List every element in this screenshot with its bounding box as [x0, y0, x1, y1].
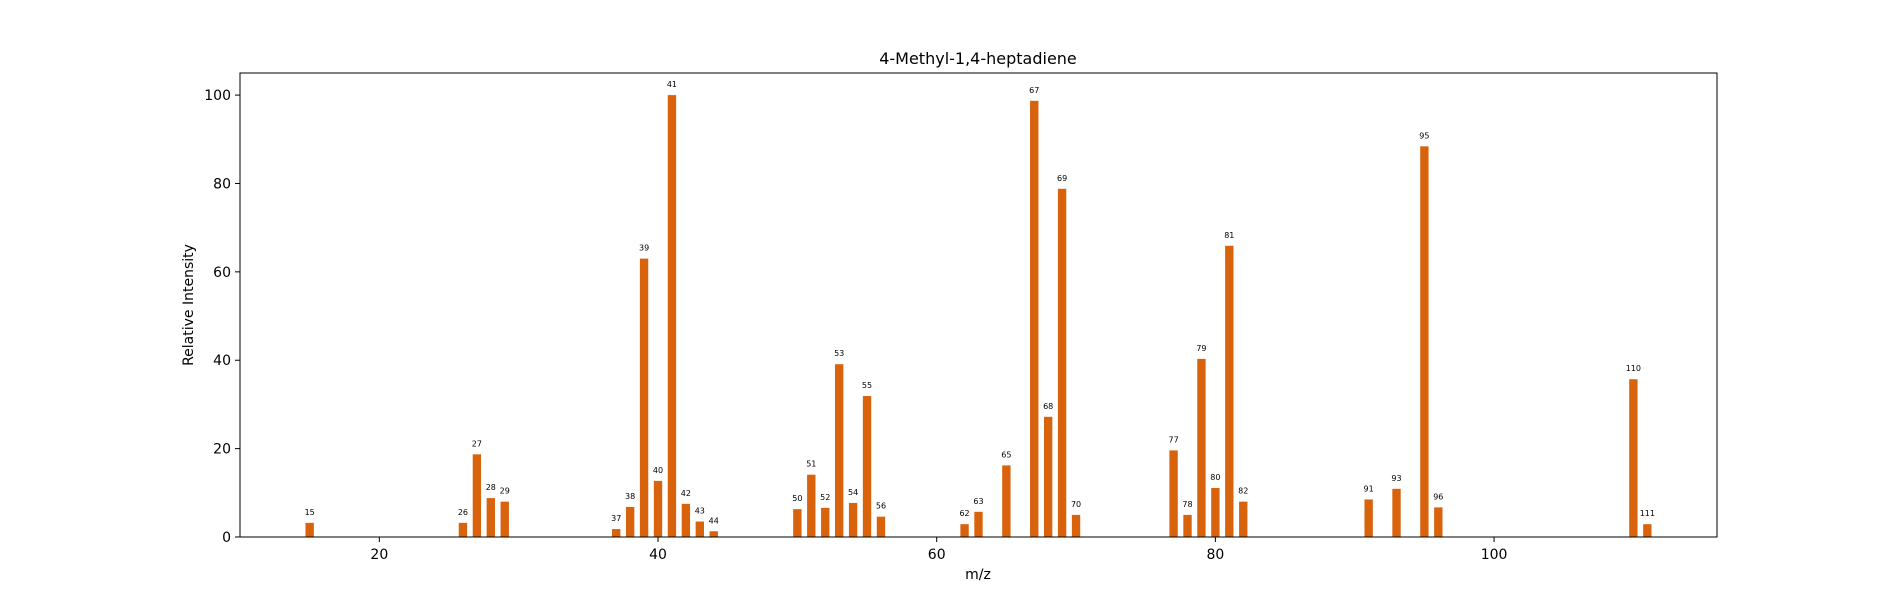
bar-mz-62	[960, 524, 969, 537]
y-tick-label: 0	[222, 530, 231, 546]
bar-mz-29	[500, 501, 509, 537]
chart-title: 4-Methyl-1,4-heptadiene	[879, 49, 1077, 68]
bar-mz-68	[1043, 416, 1053, 537]
peak-label-mz-37: 37	[611, 514, 621, 523]
bar-mz-55	[862, 396, 872, 537]
bar-mz-42	[681, 503, 691, 537]
bar-mz-65	[1002, 465, 1011, 537]
peak-label-mz-27: 27	[472, 439, 482, 448]
peak-label-mz-82: 82	[1238, 487, 1248, 496]
bar-mz-37	[612, 529, 621, 537]
peak-label-mz-69: 69	[1057, 174, 1067, 183]
bar-mz-38	[625, 506, 635, 537]
peak-label-mz-79: 79	[1196, 344, 1206, 353]
peak-label-mz-110: 110	[1626, 364, 1641, 373]
peak-label-mz-93: 93	[1391, 474, 1401, 483]
peak-label-mz-54: 54	[848, 488, 858, 497]
bar-mz-26	[458, 522, 468, 537]
bar-mz-111	[1643, 524, 1652, 537]
peak-label-mz-111: 111	[1640, 509, 1655, 518]
bar-mz-50	[793, 509, 802, 537]
bar-mz-91	[1364, 499, 1373, 537]
peak-label-mz-43: 43	[695, 507, 705, 516]
bar-mz-78	[1183, 514, 1192, 537]
plot-frame	[239, 72, 1718, 538]
bar-mz-93	[1392, 488, 1401, 537]
bar-mz-96	[1434, 507, 1443, 537]
y-axis-label: Relative Intensity	[181, 244, 197, 366]
x-axis-label: m/z	[965, 567, 991, 583]
peak-label-mz-68: 68	[1043, 402, 1053, 411]
peak-label-mz-38: 38	[625, 492, 635, 501]
bar-mz-95	[1420, 146, 1429, 538]
peak-label-mz-29: 29	[500, 487, 510, 496]
peak-label-mz-96: 96	[1433, 492, 1443, 501]
peak-label-mz-15: 15	[305, 508, 315, 517]
bar-mz-77	[1169, 450, 1178, 537]
peak-label-mz-50: 50	[792, 494, 802, 503]
bar-mz-80	[1211, 487, 1220, 537]
peak-label-mz-95: 95	[1419, 131, 1429, 140]
peak-label-mz-55: 55	[862, 381, 872, 390]
y-tick-label: 40	[213, 353, 231, 369]
peak-label-mz-80: 80	[1210, 473, 1220, 482]
bar-mz-79	[1197, 358, 1206, 537]
x-axis-ticks: 20 40 60 80 100	[370, 537, 1507, 563]
bar-mz-69	[1057, 188, 1067, 537]
peak-label-mz-44: 44	[709, 516, 719, 525]
x-tick-label: 80	[1206, 547, 1224, 563]
peak-label-mz-63: 63	[973, 497, 983, 506]
x-tick-label: 60	[928, 547, 946, 563]
y-tick-label: 20	[213, 442, 231, 458]
x-tick-label: 40	[649, 547, 667, 563]
bar-mz-39	[639, 258, 649, 537]
peak-label-mz-56: 56	[876, 502, 886, 511]
peak-label-mz-53: 53	[834, 349, 844, 358]
peak-label-mz-62: 62	[959, 509, 969, 518]
peak-label-mz-28: 28	[486, 483, 496, 492]
peak-label-mz-81: 81	[1224, 231, 1234, 240]
bar-mz-44	[709, 531, 718, 537]
peak-label-mz-65: 65	[1001, 450, 1011, 459]
bar-mz-110	[1629, 379, 1638, 537]
bar-mz-52	[821, 507, 830, 537]
bar-mz-28	[486, 498, 495, 537]
peak-label-mz-77: 77	[1168, 435, 1178, 444]
bar-mz-15	[305, 522, 314, 537]
bar-mz-56	[876, 516, 886, 537]
x-tick-label: 20	[370, 547, 388, 563]
bar-mz-27	[472, 454, 482, 537]
bar-mz-53	[834, 364, 844, 537]
peak-label-mz-70: 70	[1071, 500, 1081, 509]
bars-group	[305, 95, 1652, 538]
bar-mz-70	[1071, 514, 1081, 537]
peak-label-mz-51: 51	[806, 460, 816, 469]
peak-label-mz-39: 39	[639, 244, 649, 253]
peak-label-mz-41: 41	[667, 80, 677, 89]
x-tick-label: 100	[1481, 547, 1508, 563]
bar-mz-40	[653, 480, 663, 537]
bar-mz-81	[1225, 245, 1234, 537]
bar-mz-82	[1239, 501, 1248, 537]
peak-label-mz-52: 52	[820, 493, 830, 502]
bar-mz-43	[695, 521, 704, 537]
bar-mz-67	[1030, 100, 1039, 537]
bar-mz-63	[974, 511, 983, 537]
bar-mz-51	[807, 474, 816, 537]
bar-mz-41	[667, 95, 677, 537]
y-tick-label: 80	[213, 176, 231, 192]
peak-label-mz-42: 42	[681, 489, 691, 498]
peak-label-mz-26: 26	[458, 508, 468, 517]
y-tick-label: 60	[213, 265, 231, 281]
y-tick-label: 100	[204, 88, 231, 104]
y-axis-ticks: 0 20 40 60 80 100	[204, 88, 240, 546]
bar-mz-54	[848, 502, 858, 537]
peak-label-mz-91: 91	[1364, 484, 1374, 493]
peak-label-mz-78: 78	[1182, 500, 1192, 509]
peak-label-mz-40: 40	[653, 466, 663, 475]
peak-label-mz-67: 67	[1029, 86, 1039, 95]
peak-labels-group: 15 26 27 28 29 37 38 39 40 41 42 43 44 50 51 52 53 54 55 56…	[305, 80, 1655, 525]
